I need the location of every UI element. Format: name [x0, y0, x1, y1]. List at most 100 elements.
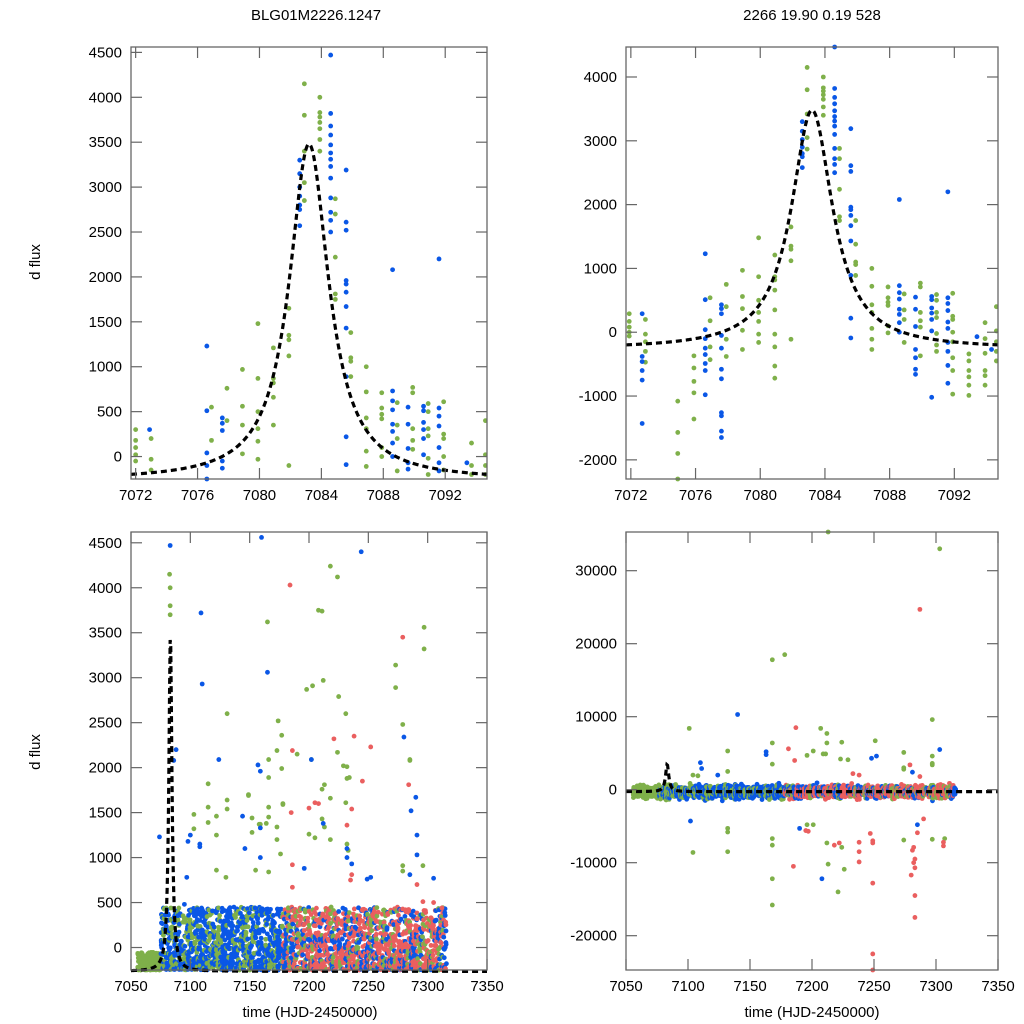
point-green [626, 311, 632, 317]
point-blue [702, 345, 708, 351]
point-green [266, 757, 272, 762]
point-blue [639, 311, 645, 317]
point-blue [421, 403, 426, 409]
point-green [772, 375, 778, 381]
point-blue [848, 163, 854, 169]
point-green [343, 800, 349, 806]
point-blue [913, 366, 918, 372]
model-curve [131, 639, 487, 973]
point-blue [441, 934, 447, 940]
point-red [344, 822, 350, 828]
point-green [772, 287, 778, 293]
point-green [723, 336, 729, 342]
point-red [298, 914, 303, 920]
point-green [167, 612, 173, 618]
point-blue [328, 209, 334, 215]
point-blue [945, 348, 951, 354]
point-green [192, 939, 198, 945]
point-green [374, 913, 380, 919]
y-tick-label: 2000 [584, 197, 617, 214]
point-red [398, 953, 404, 959]
point-blue [945, 295, 951, 301]
point-red [439, 905, 445, 911]
point-red [385, 912, 391, 917]
point-blue [832, 95, 838, 100]
point-blue [356, 905, 361, 911]
point-blue [702, 392, 708, 398]
point-green [917, 310, 923, 315]
point-red [316, 801, 321, 807]
point-green [209, 437, 214, 443]
point-green [346, 910, 352, 916]
point-green [320, 677, 326, 683]
data-points [626, 44, 998, 482]
point-blue [702, 352, 708, 357]
point-blue [848, 207, 854, 213]
point-green [869, 302, 875, 308]
point-green [161, 932, 166, 938]
point-blue [258, 939, 264, 945]
point-red [415, 916, 420, 921]
point-blue [157, 834, 162, 840]
point-green [772, 331, 778, 337]
point-blue [913, 371, 918, 377]
point-green [394, 400, 400, 406]
point-green [400, 722, 406, 727]
point-green [691, 390, 697, 396]
point-blue [182, 943, 188, 949]
point-blue [278, 906, 284, 912]
point-blue [719, 376, 724, 382]
point-red [313, 923, 318, 929]
point-green [304, 686, 310, 692]
point-blue [719, 428, 724, 434]
point-blue [913, 355, 918, 361]
x-tick-label: 7076 [679, 487, 712, 504]
point-blue [719, 413, 724, 419]
point-green [421, 624, 427, 630]
point-blue [219, 458, 225, 464]
point-blue [799, 119, 805, 125]
point-green [950, 391, 956, 397]
point-green [394, 422, 400, 428]
point-green [723, 304, 729, 310]
point-green [374, 936, 379, 942]
point-blue [261, 928, 267, 934]
point-green [885, 284, 891, 290]
point-green [420, 863, 426, 869]
x-tick-label: 7072 [614, 487, 647, 504]
point-blue [384, 925, 390, 931]
y-tick-label: 1000 [89, 359, 122, 376]
point-blue [242, 846, 248, 851]
point-green [348, 374, 354, 380]
point-blue [401, 734, 407, 740]
point-blue [733, 796, 739, 802]
point-green [191, 812, 197, 817]
point-blue [945, 189, 951, 195]
point-blue [945, 301, 951, 306]
point-blue [343, 167, 349, 173]
point-blue [832, 156, 838, 162]
point-red [438, 940, 444, 946]
point-green [950, 290, 956, 296]
point-green [400, 868, 406, 874]
point-green [249, 829, 255, 835]
point-blue [639, 368, 645, 373]
point-blue [257, 855, 263, 860]
point-green [837, 146, 842, 151]
y-tick-label: 0 [114, 940, 122, 957]
point-green [327, 563, 333, 569]
point-red [313, 946, 319, 952]
point-red [368, 744, 374, 750]
point-green [263, 821, 269, 826]
point-green [240, 451, 245, 457]
point-blue [832, 86, 838, 91]
point-green [723, 281, 729, 287]
point-green [934, 342, 939, 348]
point-green [224, 418, 230, 424]
point-green [327, 837, 333, 842]
point-blue [407, 872, 413, 878]
point-green [343, 711, 349, 717]
point-blue [184, 874, 190, 880]
point-green [707, 357, 713, 363]
point-green [148, 436, 154, 441]
